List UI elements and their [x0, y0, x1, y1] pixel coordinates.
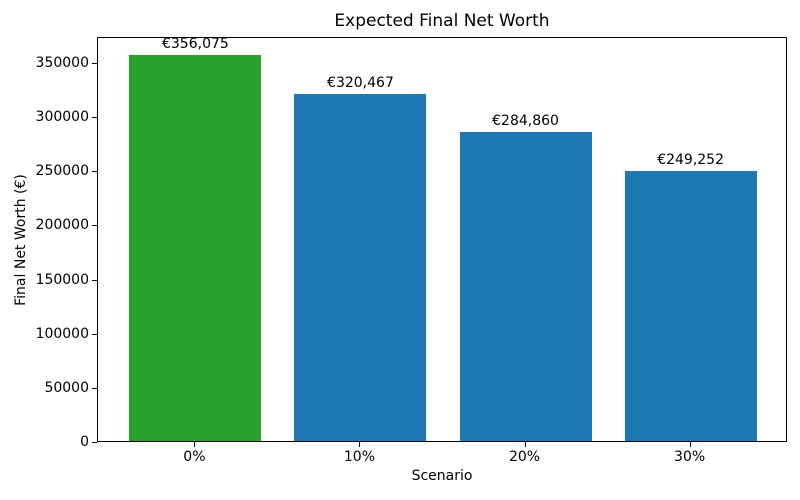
- bar-value-label: €284,860: [492, 113, 559, 130]
- x-tick-label: 30%: [674, 449, 706, 465]
- x-tick-label: 20%: [508, 449, 541, 465]
- y-tick-mark: [92, 334, 97, 335]
- y-tick-mark: [92, 225, 97, 226]
- y-tick-label: 350000: [35, 54, 89, 71]
- y-tick-label: 150000: [35, 271, 89, 288]
- bar-value-label: €249,252: [657, 152, 724, 169]
- y-tick-mark: [92, 442, 97, 443]
- bar-30%: [624, 171, 757, 441]
- y-tick-label: 100000: [35, 325, 89, 342]
- bar-value-label: €356,075: [161, 36, 229, 53]
- y-tick-mark: [92, 280, 97, 281]
- bar-0%: [129, 55, 262, 441]
- y-tick-label: 50000: [44, 379, 89, 396]
- x-tick-mark: [689, 442, 691, 447]
- y-tick-label: 300000: [35, 109, 89, 126]
- x-tick-mark: [194, 442, 196, 447]
- y-tick-mark: [92, 388, 97, 389]
- x-tick-label: 0%: [183, 449, 206, 465]
- bar-10%: [294, 93, 427, 441]
- bar-20%: [459, 132, 592, 441]
- y-tick-mark: [92, 117, 97, 118]
- x-tick-mark: [524, 442, 526, 447]
- y-tick-mark: [92, 63, 97, 64]
- plot-area: €356,075 €320,467 €284,860 €249,252: [97, 36, 787, 442]
- x-tick-label: 10%: [343, 449, 376, 465]
- chart-title: Expected Final Net Worth: [334, 11, 550, 31]
- y-tick-mark: [92, 171, 97, 172]
- x-axis-label: Scenario: [411, 468, 473, 484]
- bar-value-label: €320,467: [327, 74, 394, 91]
- y-tick-label: 250000: [35, 163, 89, 180]
- y-tick-label: 200000: [35, 217, 89, 234]
- x-tick-mark: [359, 442, 361, 447]
- y-tick-label: 0: [80, 434, 89, 450]
